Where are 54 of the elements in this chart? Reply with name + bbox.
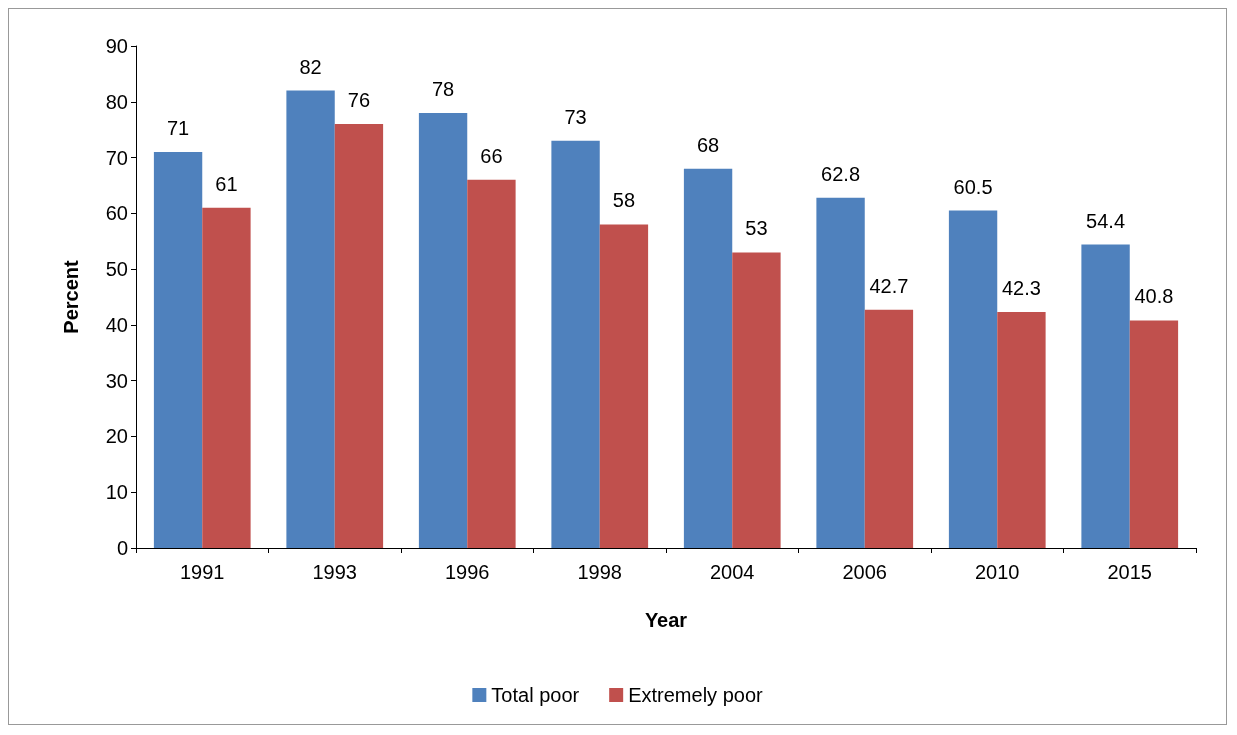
bar (732, 252, 781, 548)
bar (1129, 320, 1179, 548)
bar (997, 312, 1046, 548)
data-label: 78 (431, 77, 455, 100)
x-tick-label: 1996 (445, 561, 490, 583)
bar (334, 124, 384, 548)
data-label: 71 (166, 116, 190, 139)
y-tick-label: 30 (105, 369, 128, 392)
bar (683, 168, 733, 548)
data-label: 73 (564, 105, 587, 128)
y-tick-label: 0 (116, 537, 128, 559)
data-label: 58 (612, 189, 636, 212)
bar (1081, 244, 1130, 548)
data-label: 68 (696, 133, 720, 156)
data-label: 42.3 (1001, 277, 1041, 300)
bar (286, 90, 335, 548)
data-label: 82 (299, 55, 322, 78)
y-tick-label: 90 (105, 35, 128, 57)
x-tick-label: 2004 (710, 561, 755, 583)
x-tick-label: 1993 (312, 561, 357, 583)
y-tick-label: 10 (105, 481, 128, 504)
x-tick-label: 1998 (577, 561, 622, 583)
bar (816, 197, 865, 548)
data-label: 66 (480, 144, 503, 167)
legend-label: Total poor (491, 684, 580, 706)
x-tick-label: 2010 (975, 561, 1020, 583)
y-tick-label: 50 (105, 258, 128, 281)
bar (202, 207, 251, 548)
y-tick-label: 60 (105, 202, 128, 225)
data-label: 54.4 (1086, 209, 1126, 232)
data-label: 40.8 (1134, 285, 1174, 308)
x-axis-title: Year (644, 609, 688, 631)
data-label: 60.5 (953, 175, 993, 198)
bar (864, 309, 914, 548)
bar (467, 179, 516, 548)
data-label: 61 (215, 172, 238, 195)
y-tick-label: 40 (105, 313, 128, 336)
x-tick-label: 2006 (842, 561, 887, 583)
y-tick-label: 70 (105, 146, 128, 169)
bar (948, 210, 998, 548)
bar (551, 140, 600, 548)
data-label: 53 (745, 217, 768, 240)
y-tick-label: 20 (105, 425, 128, 448)
x-tick-label: 1991 (180, 561, 225, 583)
x-tick-label: 2015 (1107, 561, 1152, 583)
bar (418, 112, 468, 548)
legend-label: Extremely poor (628, 684, 763, 706)
data-label: 62.8 (821, 162, 861, 185)
y-tick-label: 80 (105, 90, 128, 113)
data-label: 76 (347, 89, 371, 112)
bar (599, 224, 649, 548)
data-label: 42.7 (869, 274, 909, 297)
y-axis-title: Percent (60, 259, 82, 334)
bar (153, 151, 203, 548)
